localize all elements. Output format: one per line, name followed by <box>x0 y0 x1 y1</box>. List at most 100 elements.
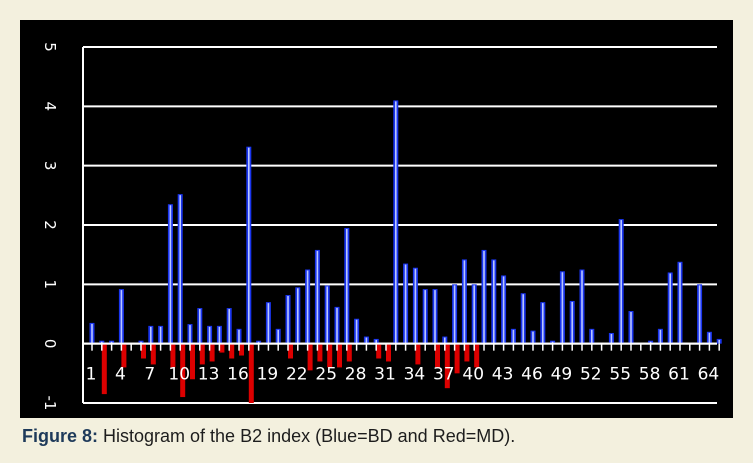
md-bar <box>209 343 215 362</box>
md-bar <box>190 343 195 380</box>
bd-bar-highlight <box>424 290 426 344</box>
y-tick-label: 5 <box>41 42 59 52</box>
bd-bar-highlight <box>365 337 368 344</box>
bd-bar-highlight <box>248 147 250 344</box>
bd-bar-highlight <box>150 326 152 344</box>
bd-bar-highlight <box>591 329 593 344</box>
x-tick-label: 22 <box>286 365 308 385</box>
bd-bar-highlight <box>463 260 466 344</box>
bd-bar-highlight <box>277 329 279 344</box>
bd-bar-highlight <box>659 329 662 344</box>
bd-bar-highlight <box>630 312 632 344</box>
bd-bar-highlight <box>483 250 485 344</box>
bd-bar-highlight <box>620 220 622 344</box>
bd-bar-highlight <box>532 331 534 344</box>
bd-bar-highlight <box>493 260 495 344</box>
md-bar <box>101 343 107 395</box>
bd-bar-highlight <box>297 288 299 344</box>
bd-bar-highlight <box>267 303 270 344</box>
x-tick-label: 19 <box>257 365 279 385</box>
bd-bar-highlight <box>453 285 456 344</box>
md-bar <box>288 343 293 359</box>
md-bar <box>317 343 323 362</box>
x-tick-label: 61 <box>668 365 690 385</box>
bd-bar-highlight <box>571 301 573 344</box>
x-tick-label: 7 <box>144 365 155 385</box>
x-tick-label: 31 <box>374 365 396 385</box>
md-bar <box>121 343 127 368</box>
y-tick-label: -1 <box>41 396 59 411</box>
x-tick-label: 28 <box>345 365 367 385</box>
md-bar <box>141 343 146 359</box>
bd-bar-highlight <box>199 309 201 344</box>
bd-bar-highlight <box>512 329 515 344</box>
bd-bar-highlight <box>542 303 544 344</box>
bd-bar-highlight <box>159 326 162 344</box>
bd-bar-highlight <box>189 325 191 344</box>
y-tick-label: 1 <box>41 280 59 290</box>
bd-bar-highlight <box>169 205 172 344</box>
md-bar <box>150 343 156 365</box>
md-bar <box>415 343 421 365</box>
x-tick-label: 25 <box>315 365 337 385</box>
x-tick-label: 16 <box>227 365 249 385</box>
bd-bar-highlight <box>610 333 613 344</box>
md-bar <box>376 343 382 359</box>
md-bar <box>474 343 480 368</box>
bd-bar-highlight <box>522 294 524 344</box>
md-bar <box>435 343 440 368</box>
bd-bar-highlight <box>375 339 377 344</box>
x-tick-label: 40 <box>462 365 484 385</box>
md-bar <box>229 343 235 359</box>
bd-bar-highlight <box>346 228 348 344</box>
y-tick-label: 2 <box>41 220 59 230</box>
md-bar <box>327 343 333 368</box>
caption-label: Figure 8: <box>22 426 99 446</box>
bd-bar-highlight <box>287 296 289 344</box>
x-tick-label: 10 <box>168 365 190 385</box>
bd-bar-highlight <box>336 307 338 344</box>
bd-bar-highlight <box>502 276 505 344</box>
md-bar <box>239 343 244 356</box>
chart-frame: -1 0 1 2 3 4 5 1 4 7 10 13 16 19 22 25 28 31 34 37 40 43 46 49 5… <box>20 20 733 418</box>
x-tick-label: 52 <box>580 365 602 385</box>
bd-bar-highlight <box>316 250 319 344</box>
bd-bar-highlight <box>708 332 711 344</box>
bd-bar-highlight <box>669 273 671 344</box>
x-tick-label: 4 <box>115 365 126 385</box>
bd-bar-highlight <box>395 101 397 344</box>
bd-bar-highlight <box>434 290 436 344</box>
bd-bar-highlight <box>208 326 211 344</box>
x-tick-label: 46 <box>521 365 543 385</box>
bd-bar-highlight <box>91 323 93 344</box>
bd-bar-highlight <box>414 268 417 344</box>
x-tick-label: 43 <box>492 365 514 385</box>
x-tick-label: 37 <box>433 365 455 385</box>
x-tick-label: 49 <box>551 365 573 385</box>
bd-bar-highlight <box>326 286 328 344</box>
x-tick-label: 58 <box>639 365 661 385</box>
md-bar <box>386 343 391 362</box>
md-bar <box>346 343 352 362</box>
bd-bar-highlight <box>473 285 475 344</box>
bd-bar-highlight <box>238 329 240 344</box>
md-bar <box>464 343 470 362</box>
bd-bar-highlight <box>228 309 230 344</box>
y-tick-label: 4 <box>41 102 59 112</box>
x-tick-label: 34 <box>404 365 426 385</box>
md-bar <box>180 343 186 398</box>
x-tick-label: 64 <box>698 365 720 385</box>
y-tick-label: 3 <box>41 161 59 171</box>
x-tick-label: 1 <box>86 365 97 385</box>
md-bar <box>337 343 342 368</box>
md-bar <box>248 343 254 403</box>
md-bar <box>454 343 460 374</box>
md-bar <box>170 343 176 368</box>
bd-bar-highlight <box>306 270 309 344</box>
md-bar <box>444 343 450 389</box>
bd-bar-highlight <box>404 264 407 344</box>
bd-bar-highlight <box>679 262 681 344</box>
md-bar <box>199 343 205 365</box>
y-tick-label: 0 <box>41 339 59 349</box>
